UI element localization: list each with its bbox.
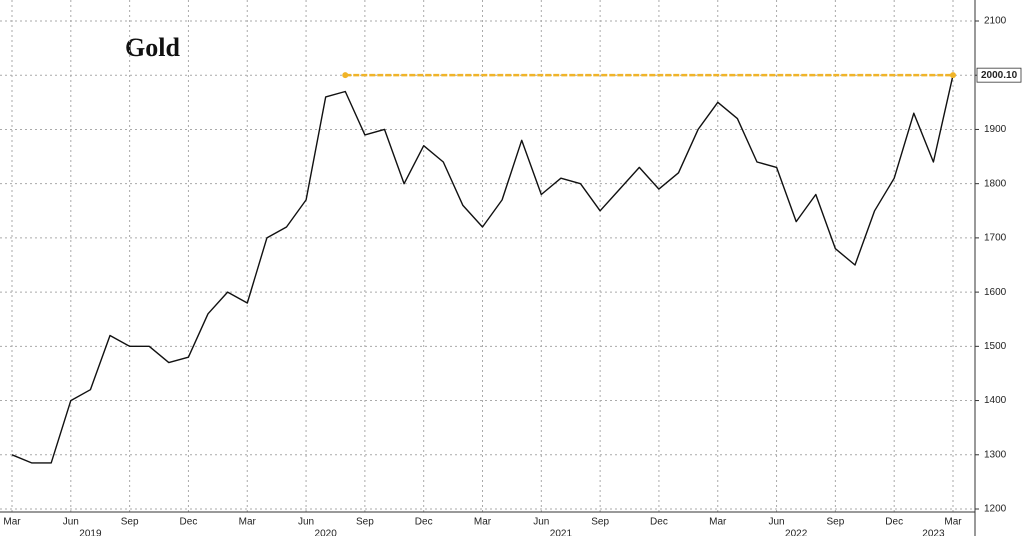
x-tick-label: Sep [356, 517, 374, 528]
chart-title: Gold [125, 33, 180, 62]
y-tick-label: 1200 [984, 504, 1007, 515]
x-tick-label: Mar [239, 517, 257, 528]
x-year-label: 2022 [785, 529, 808, 536]
x-tick-label: Jun [769, 517, 785, 528]
x-tick-label: Jun [533, 517, 549, 528]
y-tick-label: 1400 [984, 395, 1007, 406]
x-year-label: 2023 [922, 529, 945, 536]
x-year-label: 2019 [79, 529, 102, 536]
y-tick-label: 1600 [984, 287, 1007, 298]
x-tick-label: Sep [826, 517, 844, 528]
x-tick-label: Dec [650, 517, 668, 528]
y-tick-label: 1300 [984, 449, 1007, 460]
reference-dot [950, 72, 956, 79]
x-tick-label: Sep [591, 517, 609, 528]
x-tick-label: Mar [709, 517, 727, 528]
x-tick-label: Mar [474, 517, 492, 528]
x-tick-label: Sep [121, 517, 139, 528]
reference-dot [342, 72, 349, 79]
x-tick-label: Jun [298, 517, 314, 528]
x-year-label: 2021 [550, 529, 573, 536]
x-tick-label: Dec [885, 517, 903, 528]
x-year-label: 2020 [315, 529, 338, 536]
y-tick-label: 1800 [984, 178, 1007, 189]
y-tick-label: 1900 [984, 124, 1007, 135]
x-tick-label: Mar [944, 517, 962, 528]
y-tick-label: 1500 [984, 341, 1007, 352]
y-tick-label: 1700 [984, 233, 1007, 244]
x-tick-label: Dec [415, 517, 433, 528]
price-line [11, 75, 954, 464]
reference-label: 2000.10 [981, 70, 1018, 81]
reference-label-box [976, 67, 1022, 83]
x-tick-label: Jun [63, 517, 79, 528]
y-tick-label: 2100 [984, 16, 1007, 27]
x-tick-label: Dec [180, 517, 198, 528]
x-tick-label: Mar [3, 517, 21, 528]
